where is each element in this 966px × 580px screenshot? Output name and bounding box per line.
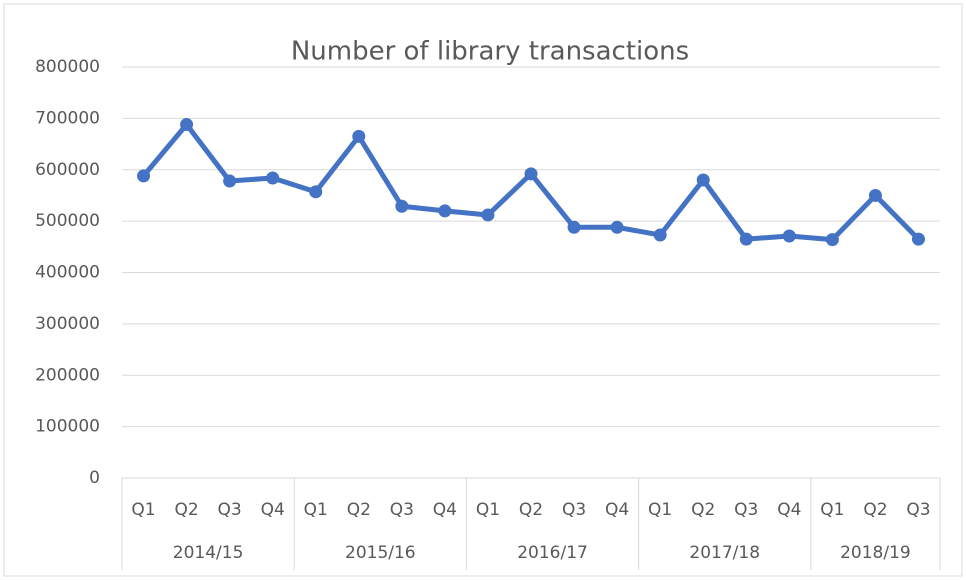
y-tick-label: 0 — [89, 468, 100, 488]
group-label: 2014/15 — [173, 543, 244, 563]
x-tick-label: Q3 — [906, 500, 930, 520]
x-tick-label: Q1 — [648, 500, 672, 520]
data-point — [481, 208, 495, 222]
y-tick-label: 800000 — [35, 57, 100, 77]
data-point — [266, 171, 280, 185]
chart-border — [3, 3, 963, 577]
y-tick-label: 600000 — [35, 160, 100, 180]
x-tick-label: Q1 — [304, 500, 328, 520]
data-point — [782, 229, 796, 243]
group-label: 2015/16 — [345, 543, 416, 563]
data-point — [567, 220, 581, 234]
data-point — [309, 185, 323, 199]
data-point — [696, 173, 710, 187]
group-label: 2016/17 — [517, 543, 588, 563]
y-tick-label: 200000 — [35, 365, 100, 385]
y-tick-label: 400000 — [35, 263, 100, 283]
x-tick-label: Q4 — [261, 500, 285, 520]
x-tick-label: Q2 — [691, 500, 715, 520]
chart-title: Number of library transactions — [291, 37, 689, 67]
x-tick-label: Q1 — [131, 500, 155, 520]
x-tick-label: Q3 — [218, 500, 242, 520]
x-tick-label: Q4 — [433, 500, 457, 520]
data-point — [739, 232, 753, 246]
x-tick-label: Q2 — [863, 500, 887, 520]
data-point — [352, 129, 366, 143]
data-point — [911, 232, 925, 246]
y-tick-label: 100000 — [35, 417, 100, 437]
data-point — [825, 233, 839, 247]
x-tick-label: Q3 — [390, 500, 414, 520]
data-point — [395, 199, 409, 213]
x-tick-label: Q3 — [562, 500, 586, 520]
y-tick-label: 300000 — [35, 314, 100, 334]
x-tick-label: Q3 — [734, 500, 758, 520]
data-point — [438, 204, 452, 218]
x-tick-label: Q1 — [820, 500, 844, 520]
group-label: 2018/19 — [840, 543, 911, 563]
y-tick-label: 700000 — [35, 108, 100, 128]
data-point — [223, 174, 237, 188]
x-tick-label: Q4 — [605, 500, 629, 520]
x-tick-label: Q2 — [519, 500, 543, 520]
data-point — [524, 167, 538, 181]
group-label: 2017/18 — [689, 543, 760, 563]
x-tick-label: Q1 — [476, 500, 500, 520]
data-point — [653, 228, 667, 242]
y-tick-label: 500000 — [35, 211, 100, 231]
x-tick-label: Q2 — [347, 500, 371, 520]
x-tick-label: Q2 — [174, 500, 198, 520]
x-tick-label: Q4 — [777, 500, 801, 520]
data-point — [137, 169, 151, 183]
data-point — [180, 118, 194, 132]
data-point — [868, 188, 882, 202]
data-point — [610, 220, 624, 234]
